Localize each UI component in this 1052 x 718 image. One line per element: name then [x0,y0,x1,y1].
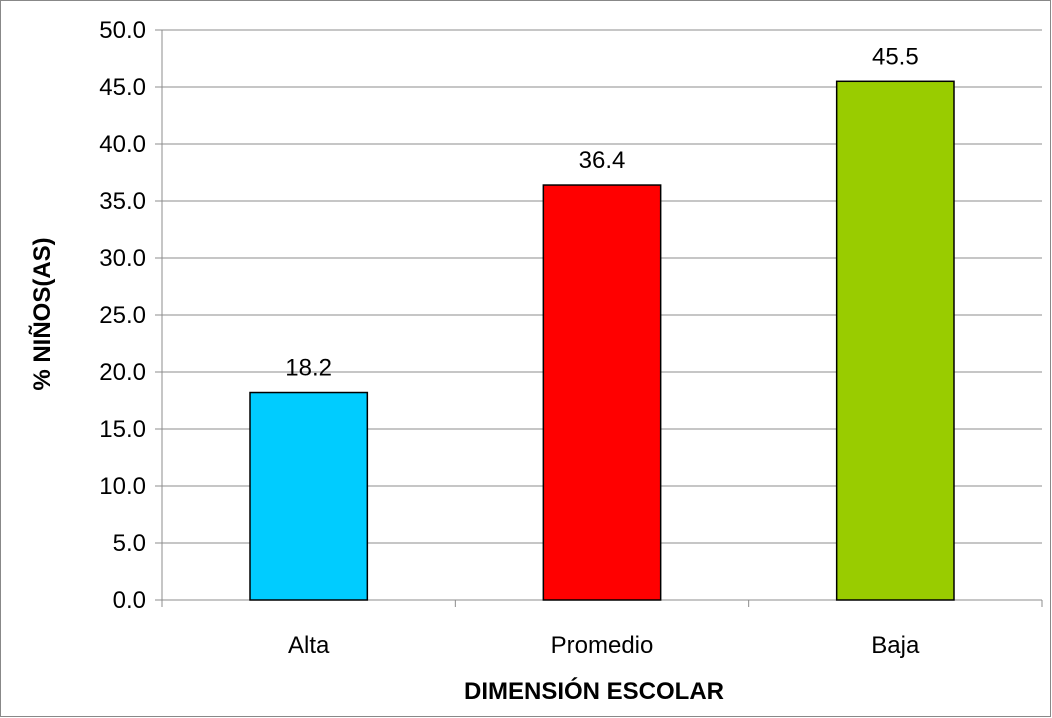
y-tick-label: 0.0 [113,587,146,614]
x-axis-title: DIMENSIÓN ESCOLAR [464,677,724,705]
data-label: 18.2 [285,355,332,382]
data-label: 45.5 [872,43,919,70]
x-tick-label: Alta [288,632,330,659]
y-tick-label: 10.0 [99,473,146,500]
y-tick-label: 15.0 [99,416,146,443]
tick-labels: 0.0 5.0 10.0 15.0 20.0 25.0 30.0 35.0 40.0 45.0 50… [99,17,920,659]
y-tick-label: 35.0 [99,188,146,215]
x-tick-label: Baja [871,632,920,659]
y-tick-label: 45.0 [99,74,146,101]
data-label: 36.4 [579,147,626,174]
y-tick-label: 40.0 [99,131,146,158]
y-tick-label: 20.0 [99,359,146,386]
y-axis-title: % NIÑOS(AS) [28,237,56,390]
y-tick-label: 30.0 [99,245,146,272]
y-tick-label: 25.0 [99,302,146,329]
bars [249,80,955,601]
bar-baja [835,80,955,601]
y-tick-label: 5.0 [113,530,146,557]
x-tick-label: Promedio [551,632,654,659]
bar-alta [249,391,369,601]
data-labels: 18.2 36.4 45.5 [285,43,918,381]
y-tick-label: 50.0 [99,17,146,44]
bar-promedio [542,184,662,601]
